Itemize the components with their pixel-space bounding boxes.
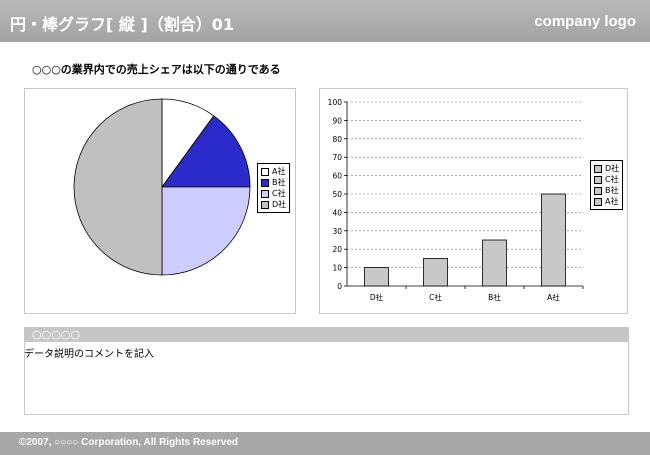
bar-legend-item-b: B社 [594, 185, 619, 196]
legend-swatch [594, 186, 602, 195]
pie-slice-c [161, 186, 251, 276]
x-tick-label-d: D社 [370, 292, 384, 302]
legend-label: D社 [272, 200, 287, 209]
bar-chart: 0 10 20 30 40 50 60 70 80 90 100 D社 C社 B社 A社 [328, 98, 584, 302]
x-tick-label-b: B社 [488, 292, 501, 302]
bar-c [423, 257, 448, 287]
bar-a [541, 193, 566, 287]
pie-slice-b [161, 115, 251, 188]
legend-label: A社 [272, 167, 286, 176]
header-bar: 円・棒グラフ[ 縦 ]（割合）01 company logo [0, 0, 650, 42]
y-tick-label: 60 [332, 172, 342, 181]
chart-subtitle: ○○○の業界内での売上シェアは以下の通りである [32, 63, 281, 76]
bar-legend-item-a: A社 [594, 196, 619, 207]
y-tick-label: 10 [332, 264, 342, 273]
pie-legend-item-c: C社 [261, 188, 286, 199]
bar-chart-panel: 0 10 20 30 40 50 60 70 80 90 100 D社 C社 B社 A社 D社 C社 B社 A社 [319, 88, 628, 314]
description-heading: ○○○○○ [24, 327, 629, 342]
y-tick-label: 30 [332, 227, 342, 236]
pie-chart [73, 98, 251, 276]
legend-label: B社 [605, 186, 619, 195]
pie-legend-item-d: D社 [261, 199, 286, 210]
pie-slice-d [73, 98, 163, 276]
copyright-text: ©2007, ○○○○ Corporation, All Rights Rese… [19, 437, 238, 448]
legend-swatch [594, 197, 602, 206]
pie-legend-item-a: A社 [261, 166, 286, 177]
bar-legend-item-d: D社 [594, 163, 619, 174]
legend-swatch [261, 178, 269, 187]
legend-swatch [261, 189, 269, 198]
y-tick-label: 50 [332, 190, 342, 199]
page-title: 円・棒グラフ[ 縦 ]（割合）01 [10, 15, 235, 34]
bar-b [482, 239, 507, 287]
bar-d [364, 267, 389, 287]
legend-label: A社 [605, 197, 619, 206]
x-tick-label-a: A社 [547, 292, 560, 302]
y-tick-label: 20 [332, 245, 342, 254]
pie-chart-panel: A社 B社 C社 D社 [24, 88, 296, 314]
legend-label: C社 [605, 175, 619, 184]
x-tick-label-c: C社 [429, 292, 442, 302]
legend-swatch [261, 200, 269, 209]
legend-label: C社 [272, 189, 286, 198]
y-tick-label: 80 [332, 135, 342, 144]
y-tick-label: 40 [332, 208, 342, 217]
bar-legend-item-c: C社 [594, 174, 619, 185]
y-tick-label: 70 [332, 153, 342, 162]
legend-label: B社 [272, 178, 286, 187]
y-tick-label: 100 [328, 98, 343, 107]
company-logo: company logo [534, 13, 636, 30]
footer-bar: ©2007, ○○○○ Corporation, All Rights Rese… [0, 432, 650, 455]
bar-legend: D社 C社 B社 A社 [590, 160, 624, 210]
legend-label: D社 [605, 164, 620, 173]
description-text: データ説明のコメントを記入 [24, 349, 154, 360]
legend-swatch [594, 164, 602, 173]
pie-legend-item-b: B社 [261, 177, 286, 188]
legend-swatch [594, 175, 602, 184]
y-tick-label: 0 [337, 282, 342, 291]
pie-legend: A社 B社 C社 D社 [257, 163, 291, 213]
legend-swatch [261, 167, 269, 176]
y-tick-label: 90 [332, 116, 342, 125]
